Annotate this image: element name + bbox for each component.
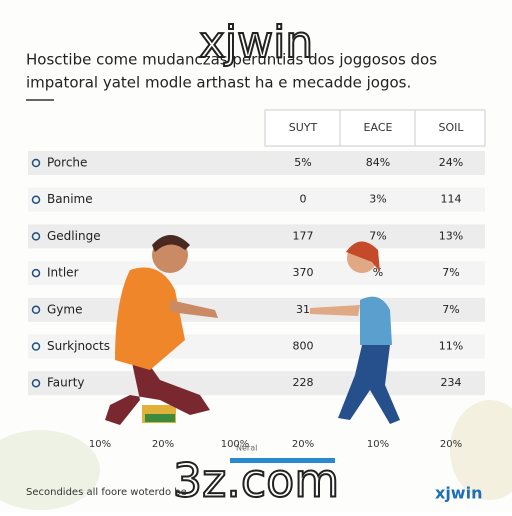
axis-label: 20% — [152, 439, 174, 450]
row-background — [28, 334, 485, 359]
row-label: Banime — [47, 192, 93, 206]
cell: 0 — [300, 193, 307, 206]
cell: 3% — [369, 193, 386, 206]
bar-label: Neral — [236, 444, 257, 453]
cell: 234 — [441, 376, 462, 389]
woman-arm — [310, 305, 360, 316]
footer-logo: xjwin — [435, 484, 482, 503]
woman-shirt — [360, 296, 392, 345]
row-background — [28, 187, 485, 212]
column-header: EACE — [364, 121, 393, 134]
row-icon — [31, 305, 41, 315]
book-stack — [145, 414, 175, 422]
row-icon — [31, 195, 41, 204]
cell: 7% — [442, 266, 459, 279]
cell: 228 — [293, 376, 314, 389]
progress-bar — [230, 458, 335, 463]
cell: 5% — [294, 156, 311, 169]
row-background — [28, 371, 485, 396]
table: SUYT EACE SOIL Porche 5% 84% 24% Banime 0 3% 114 Ge… — [28, 109, 486, 396]
row-label: Porche — [47, 156, 87, 170]
leaf-decor — [0, 430, 100, 510]
axis-label: 100% — [221, 439, 250, 450]
cell: 84% — [366, 156, 390, 169]
woman-legs — [338, 345, 400, 424]
heading-line: impatoral yatel modle arthast ha e mecad… — [26, 74, 411, 92]
cell: 800 — [293, 340, 314, 353]
cell: 24% — [439, 156, 463, 169]
cell: 114 — [441, 193, 462, 206]
column-header: SOIL — [438, 121, 464, 134]
cell: 31 — [296, 303, 310, 316]
row-label: Gyme — [47, 302, 82, 316]
row-icon — [31, 268, 41, 278]
footer-text: Secondides all foore woterdo be — [26, 487, 187, 498]
row-icon — [31, 158, 41, 168]
row-label: Surkjnocts — [47, 339, 110, 353]
row-label: Intler — [47, 266, 79, 280]
row-background — [28, 261, 485, 286]
illustration — [105, 235, 400, 425]
axis-label: 20% — [292, 439, 314, 450]
man-hair — [152, 235, 190, 252]
header-box — [264, 109, 486, 147]
cell: 370 — [293, 266, 314, 279]
cell: 13% — [439, 229, 463, 242]
axis-label: 10% — [367, 439, 389, 450]
leaf-decor — [450, 400, 512, 500]
row-label: Gedlinge — [47, 229, 101, 243]
cell: % — [373, 266, 383, 279]
axis-label: 20% — [440, 439, 462, 450]
heading-line: Hosctibe come mudanczas peruntias dos jo… — [26, 51, 437, 69]
column-header: SUYT — [289, 121, 318, 134]
cell: 11% — [439, 340, 463, 353]
row-background — [28, 297, 485, 322]
row-background — [28, 151, 485, 175]
row-icon — [31, 342, 41, 351]
cell: 7% — [369, 229, 386, 242]
watermark: xjwin — [199, 17, 313, 68]
row-background — [28, 224, 485, 249]
row-label: Faurty — [47, 376, 85, 390]
axis-labels: 10% 20% 100% 20% 10% 20% — [89, 439, 462, 450]
axis-label: 10% — [89, 439, 111, 450]
woman-hair — [346, 241, 380, 272]
cell: 7% — [442, 303, 459, 316]
site-watermark: 3z.com — [173, 454, 339, 508]
row-icon — [31, 232, 41, 241]
man-shirt — [115, 267, 185, 370]
man-arm — [170, 300, 218, 318]
cell: 177 — [293, 229, 314, 242]
row-icon — [31, 378, 41, 388]
